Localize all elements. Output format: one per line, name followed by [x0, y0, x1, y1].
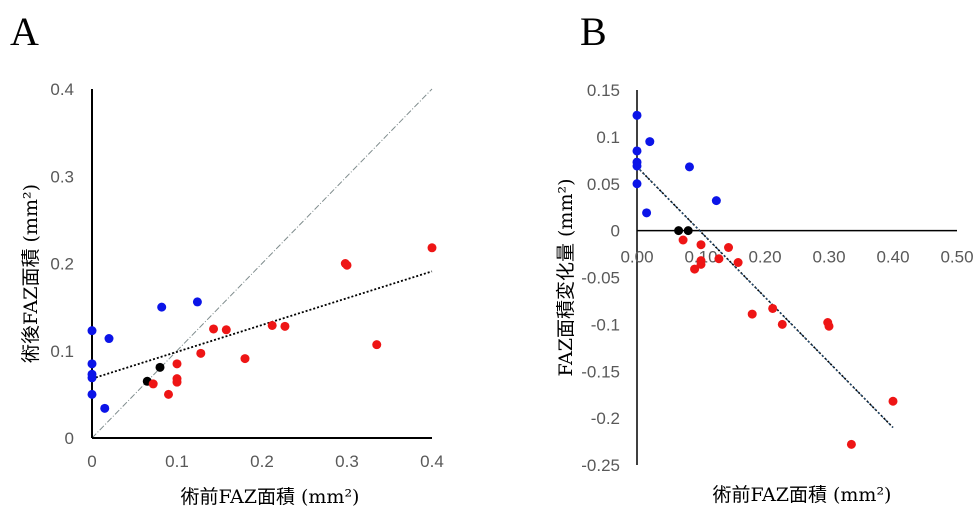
panel-a-red-point	[196, 348, 206, 358]
panel-a-red-point	[342, 260, 352, 270]
panel-b-red-point	[690, 264, 700, 274]
panel-a-blue-point	[87, 389, 97, 399]
panel-a-x-tick-label: 0.4	[420, 452, 444, 471]
panel-a-red-point	[427, 243, 437, 253]
panel-a-blue-point	[87, 326, 97, 336]
panel-a-blue-point	[100, 403, 110, 413]
panel-a-y-tick-label: 0.3	[50, 167, 74, 186]
panel-a-x-tick-label: 0.3	[335, 452, 359, 471]
panel-b-blue-point	[632, 110, 642, 120]
panel-a-letter: A	[10, 9, 39, 54]
panel-a-y-axis-title: 術後FAZ面積 (mm²)	[20, 184, 42, 363]
panel-b-x-tick-label: 0.00	[620, 248, 653, 267]
panel-a-red-point	[209, 324, 219, 334]
panel-a-red-point	[221, 325, 231, 335]
panel-b-blue-point	[711, 196, 721, 206]
panel-a-red-point	[280, 321, 290, 331]
panel-b-y-tick-label: -0.2	[591, 409, 620, 428]
panel-b-red-point	[747, 309, 757, 319]
panel-b-black-point	[683, 226, 693, 236]
panel-b-red-point	[724, 243, 734, 252]
panel-b-red-point	[696, 240, 706, 250]
panel-b-blue-point	[684, 162, 694, 172]
panel-b-red-point	[696, 259, 706, 269]
panel-b-blue-point	[632, 179, 642, 189]
panel-b-red-point	[768, 303, 778, 313]
panel-b-x-tick-label: 0.20	[748, 248, 781, 267]
panel-b-y-axis-title: FAZ面積変化量 (mm²)	[555, 179, 577, 377]
panel-a-y-tick-label: 0.1	[50, 342, 74, 361]
panel-a-y-tick-label: 0.4	[50, 80, 74, 99]
panel-b-y-tick-label: -0.05	[581, 269, 620, 288]
panel-a-x-tick-label: 0.1	[165, 452, 189, 471]
panel-b-y-tick-label: -0.25	[581, 456, 620, 475]
panel-a-y-tick-label: 0.2	[50, 255, 74, 274]
panel-b-red-point	[678, 235, 688, 245]
panel-a-red-point	[172, 377, 182, 387]
panel-b-black-point	[674, 226, 684, 236]
panel-b-y-tick-label: 0.15	[587, 81, 620, 100]
panel-a-blue-point	[157, 302, 167, 312]
panel-b-blue-point	[632, 161, 642, 171]
panel-b-red-point	[888, 396, 898, 406]
panel-b-x-axis-title: 術前FAZ面積 (mm²)	[713, 484, 892, 506]
panel-a-x-axis-title: 術前FAZ面積 (mm²)	[181, 486, 360, 508]
panel-a-x-tick-label: 0.2	[250, 452, 274, 471]
panel-a-y-tick-label: 0	[65, 429, 74, 448]
panel-a-chart: 0 0.1 0.2 0.3 0.4 0 0.1 0.2 0.3 0.4 術前FAZ面積 (mm²) 術…	[20, 80, 444, 508]
panel-b-y-tick-label: 0.1	[596, 128, 620, 147]
panel-a-trendline	[91, 270, 433, 380]
panel-a-blue-point	[87, 373, 97, 383]
panel-b-red-point	[714, 254, 724, 264]
panel-a-x-tick-label: 0	[87, 452, 96, 471]
panel-a-red-point	[372, 340, 382, 350]
panel-a-red-point	[164, 389, 173, 399]
panel-b-blue-point	[642, 208, 652, 218]
panel-b-red-point	[777, 319, 787, 329]
panel-b-x-tick-label: 0.40	[876, 248, 909, 267]
panel-a-red-point	[148, 379, 158, 389]
panel-b-x-tick-label: 0.30	[812, 248, 845, 267]
panel-b-y-tick-label: 0.05	[587, 175, 620, 194]
panel-a-identity-line	[91, 88, 433, 439]
panel-b-blue-point	[645, 137, 655, 147]
panel-b-y-tick-label: 0	[611, 222, 620, 241]
panel-b-red-point	[846, 439, 856, 449]
panel-b-x-tick-label: 0.50	[940, 248, 973, 267]
panel-b-y-tick-label: -0.15	[581, 362, 620, 381]
panel-a-blue-point	[104, 334, 114, 344]
panel-a-blue-point	[192, 297, 202, 307]
panel-b-blue-point	[632, 146, 642, 156]
panel-a-blue-point	[87, 359, 97, 369]
panel-b-trendline-overlay	[636, 166, 894, 428]
panel-b-letter: B	[580, 9, 607, 54]
panel-a-black-point	[155, 362, 165, 372]
panel-b-chart: 0.15 0.1 0.05 0 -0.05 -0.1 -0.15 -0.2 -0.25 0.00 0…	[555, 81, 974, 506]
panel-a-red-point	[240, 354, 250, 364]
panel-b-y-tick-label: -0.1	[591, 315, 620, 334]
panel-a-red-point	[267, 320, 277, 330]
panel-a-red-point	[172, 359, 182, 369]
panel-b-red-point	[733, 258, 743, 267]
panel-b-red-point	[824, 321, 834, 331]
